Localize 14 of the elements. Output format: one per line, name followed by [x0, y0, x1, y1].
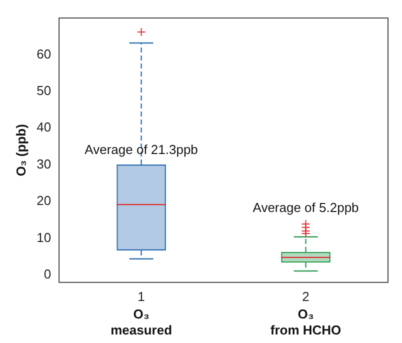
- y-tick-label: 20: [36, 193, 52, 208]
- annotation: Average of 5.2ppb: [252, 200, 359, 215]
- annotation: Average of 21.3ppb: [84, 142, 198, 157]
- y-tick-label: 0: [44, 266, 52, 282]
- y-tick-label: 50: [36, 83, 52, 98]
- y-axis-title: O₃ (ppb): [13, 124, 28, 176]
- y-tick-label: 10: [36, 230, 52, 245]
- y-tick-label: 60: [36, 46, 52, 62]
- x-tick-label: 2: [302, 288, 310, 304]
- text: O₃ from HCHO: [270, 306, 342, 338]
- y-tick-label: 40: [36, 120, 52, 135]
- text: O₃ measured: [110, 306, 172, 338]
- x-tick-label: 1: [138, 288, 145, 304]
- y-tick-label: 30: [36, 156, 52, 172]
